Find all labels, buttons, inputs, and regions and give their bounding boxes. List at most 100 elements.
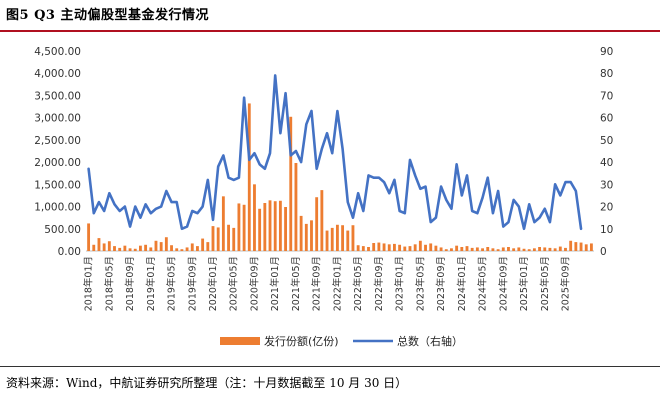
issuance-bar xyxy=(107,241,111,251)
issuance-bar xyxy=(294,163,298,251)
issuance-bar xyxy=(232,227,236,251)
issuance-bar xyxy=(315,197,319,251)
issuance-bar xyxy=(247,103,251,251)
issuance-bar xyxy=(393,243,396,251)
issuance-bar xyxy=(164,237,168,251)
issuance-bar xyxy=(517,247,521,251)
y-right-tick-label: 10 xyxy=(600,224,613,236)
issuance-bar xyxy=(341,225,345,251)
issuance-bar xyxy=(263,203,267,251)
x-tick-label: 2024年09月 xyxy=(497,256,509,311)
issuance-bar xyxy=(553,248,557,251)
issuance-bar xyxy=(491,248,495,251)
issuance-bar xyxy=(507,247,510,251)
chart: 0.00 500.00 1,000.00 1,500.00 2,000.00 2,500.… xyxy=(34,46,613,348)
x-tick-label: 2019年05月 xyxy=(166,256,178,311)
issuance-bar xyxy=(144,244,148,251)
issuance-bar xyxy=(310,220,313,251)
x-tick-label: 2022年09月 xyxy=(373,256,385,311)
issuance-bar xyxy=(465,246,469,251)
issuance-bar xyxy=(558,246,562,251)
x-tick-label: 2021年05月 xyxy=(290,256,302,311)
issuance-bar xyxy=(211,226,215,251)
y-left-tick-label: 4,000.00 xyxy=(34,68,81,80)
issuance-bar xyxy=(584,244,588,251)
x-tick-label: 2023年09月 xyxy=(435,256,447,311)
issuance-bar xyxy=(460,247,464,251)
issuance-bar xyxy=(268,200,272,251)
issuance-bar xyxy=(175,248,179,251)
issuance-bar xyxy=(408,246,412,251)
issuance-bar xyxy=(159,242,163,251)
issuance-bar xyxy=(413,244,417,251)
figure-title: 图5 Q3 主动偏股型基金发行情况 xyxy=(6,8,209,23)
title-bar: 图5 Q3 主动偏股型基金发行情况 xyxy=(0,0,660,32)
issuance-bar xyxy=(439,247,443,251)
x-tick-label: 2022年05月 xyxy=(352,256,364,311)
y-right-tick-label: 70 xyxy=(600,90,613,102)
issuance-bar xyxy=(113,246,116,251)
issuance-bar xyxy=(139,245,142,251)
issuance-bar xyxy=(304,223,308,251)
issuance-bar xyxy=(128,248,132,251)
issuance-bar xyxy=(512,248,516,251)
x-tick-label: 2024年01月 xyxy=(456,256,468,311)
issuance-bar xyxy=(346,230,350,251)
issuance-bar xyxy=(527,249,531,251)
issuance-bar xyxy=(123,245,127,251)
issuance-bar xyxy=(579,242,583,251)
issuance-bar xyxy=(154,240,158,251)
x-tick-label: 2023年05月 xyxy=(414,256,426,311)
issuance-bar xyxy=(486,247,490,251)
x-tick-label: 2020年09月 xyxy=(248,256,260,311)
issuance-bar xyxy=(221,196,225,251)
issuance-bar xyxy=(325,230,329,251)
issuance-bar xyxy=(372,243,376,251)
x-tick-label: 2025年05月 xyxy=(539,256,551,311)
x-tick-label: 2018年01月 xyxy=(83,256,95,311)
issuance-bar xyxy=(299,215,303,251)
issuance-bar xyxy=(532,248,536,251)
issuance-bar xyxy=(278,200,282,251)
y-right-tick-label: 40 xyxy=(600,157,613,169)
fund-count-line xyxy=(87,74,583,231)
issuance-bar xyxy=(330,227,334,251)
x-tick-label: 2022年01月 xyxy=(331,256,343,311)
issuance-bar xyxy=(548,247,552,251)
issuance-bar xyxy=(92,244,96,251)
x-tick-label: 2025年01月 xyxy=(518,256,530,311)
issuance-bar xyxy=(351,225,355,251)
issuance-bar xyxy=(429,243,433,251)
legend-line-label: 总数（右轴） xyxy=(397,334,463,348)
x-tick-label: 2019年01月 xyxy=(145,256,157,311)
y-right-tick-label: 90 xyxy=(600,46,613,58)
y-left-tick-label: 3,000.00 xyxy=(34,113,81,125)
issuance-bar xyxy=(335,224,339,251)
issuance-bar xyxy=(201,238,205,251)
issuance-bar xyxy=(102,243,106,251)
issuance-bar xyxy=(444,249,448,251)
y-right-tick-label: 50 xyxy=(600,135,613,147)
y-right-tick-label: 80 xyxy=(600,68,613,80)
issuance-bar xyxy=(367,247,370,251)
issuance-bar xyxy=(496,249,500,251)
issuance-bar xyxy=(227,224,230,251)
issuance-bar xyxy=(185,247,189,251)
issuance-bar xyxy=(206,242,210,251)
x-tick-label: 2020年05月 xyxy=(228,256,240,311)
issuance-bar xyxy=(589,243,593,251)
issuance-bar xyxy=(196,246,199,251)
x-tick-label: 2023年01月 xyxy=(394,256,406,311)
issuance-bar xyxy=(522,248,526,251)
y-left-tick-label: 2,000.00 xyxy=(34,157,81,169)
issuance-bar xyxy=(273,201,277,251)
issuance-bar xyxy=(242,204,246,251)
y-right-tick-label: 20 xyxy=(600,202,613,214)
y-right-tick-label: 0 xyxy=(600,246,607,258)
issuance-bar xyxy=(569,240,573,251)
issuance-bar xyxy=(434,245,438,251)
y-left-tick-label: 4,500.00 xyxy=(34,46,81,58)
issuance-bar xyxy=(481,248,484,251)
y-left-tick-label: 1,500.00 xyxy=(34,179,81,191)
issuance-bar xyxy=(501,247,505,251)
